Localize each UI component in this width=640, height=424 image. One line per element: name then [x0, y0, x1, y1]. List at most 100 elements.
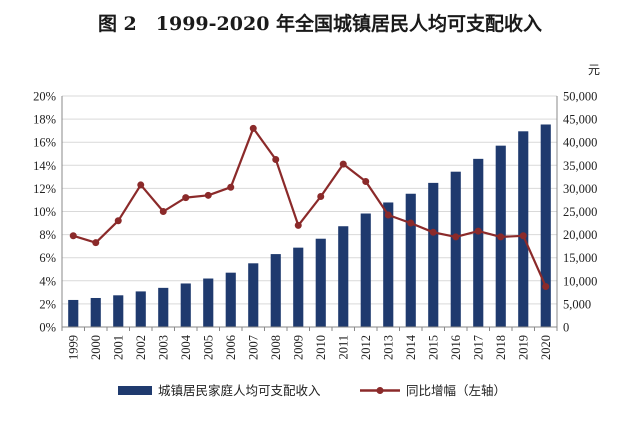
bar — [360, 213, 371, 327]
line-point — [159, 208, 167, 215]
right-tick-label: 20,000 — [563, 228, 597, 242]
legend-bar-label: 城镇居民家庭人均可支配收入 — [158, 383, 321, 398]
bar-series — [68, 124, 551, 327]
right-tick-label: 35,000 — [563, 159, 597, 173]
left-tick-label: 4% — [39, 274, 56, 288]
axes — [61, 96, 558, 331]
line-point — [362, 177, 370, 185]
chart-title: 图 2 1999-2020 年全国城镇居民人均可支配收入 — [98, 12, 542, 35]
right-tick-label: 45,000 — [563, 113, 597, 127]
line-point — [542, 283, 550, 291]
line-point — [114, 217, 122, 225]
bar — [293, 247, 304, 327]
right-axis-unit: 元 — [588, 63, 600, 77]
left-tick-label: 2% — [39, 297, 56, 311]
left-axis-ticks: 0% 2% 4% 6% 8% 10% 12% 14% 16% 18% 20% — [33, 90, 56, 335]
x-tick-label: 2013 — [382, 335, 396, 360]
x-tick-label: 2020 — [539, 335, 553, 360]
x-tick-label: 2008 — [269, 335, 283, 360]
bar — [383, 202, 394, 327]
bar — [315, 238, 326, 327]
x-tick-label: 2004 — [179, 334, 193, 360]
x-tick-label: 2017 — [472, 335, 486, 360]
left-tick-label: 12% — [33, 182, 56, 196]
right-tick-label: 0 — [563, 321, 569, 335]
growth-line — [72, 127, 547, 288]
right-axis-ticks: 0 5,000 10,000 15,000 20,000 25,000 30,000 35,0… — [563, 90, 597, 335]
x-tick-label: 2006 — [224, 335, 238, 360]
line-point — [497, 233, 505, 241]
bar — [135, 291, 146, 327]
line-point — [272, 156, 280, 164]
right-tick-label: 15,000 — [563, 251, 597, 265]
left-tick-label: 16% — [33, 136, 56, 150]
bar — [518, 131, 529, 327]
right-tick-label: 5,000 — [563, 297, 591, 311]
x-tick-label: 2001 — [112, 335, 126, 360]
x-tick-label: 2010 — [314, 335, 328, 360]
x-tick-label: 2005 — [202, 335, 216, 360]
line-point — [182, 194, 190, 202]
left-tick-label: 10% — [33, 205, 56, 219]
bar — [68, 299, 79, 327]
line-series — [69, 124, 550, 291]
left-tick-label: 20% — [33, 90, 56, 104]
bar — [158, 287, 169, 327]
left-tick-label: 14% — [33, 159, 56, 173]
x-tick-label: 2002 — [134, 335, 148, 360]
bar — [248, 263, 259, 327]
bar — [540, 124, 551, 327]
left-tick-label: 8% — [39, 228, 56, 242]
bar — [270, 254, 281, 327]
bar — [338, 226, 349, 327]
x-axis-ticks: 1999 2000 2001 2002 2003 2004 2005 2006 2007 2008… — [67, 334, 554, 360]
right-tick-label: 10,000 — [563, 274, 597, 288]
x-tick-label: 2003 — [157, 335, 171, 360]
line-point — [249, 124, 257, 132]
bar — [405, 193, 416, 327]
x-tick-label: 2018 — [494, 335, 508, 360]
line-point — [317, 192, 325, 200]
line-point — [137, 181, 145, 189]
bar — [180, 283, 191, 327]
line-point — [519, 232, 527, 240]
bar — [225, 272, 236, 327]
line-point — [227, 183, 235, 191]
x-tick-label: 2012 — [359, 335, 373, 360]
bar — [450, 171, 461, 327]
bar — [428, 182, 439, 327]
line-point — [384, 211, 392, 219]
line-point — [429, 228, 437, 236]
x-tick-label: 2016 — [449, 335, 463, 360]
bar — [473, 158, 484, 327]
x-tick-label: 2007 — [247, 335, 261, 360]
x-tick-label: 1999 — [67, 335, 81, 360]
line-point — [407, 219, 415, 227]
right-tick-label: 40,000 — [563, 136, 597, 150]
legend: 城镇居民家庭人均可支配收入 同比增幅（左轴） — [118, 383, 506, 398]
line-point — [204, 191, 212, 199]
line-point — [294, 221, 302, 229]
x-tick-label: 2009 — [292, 335, 306, 360]
legend-line-label: 同比增幅（左轴） — [406, 383, 506, 398]
bar — [113, 295, 124, 327]
left-tick-label: 6% — [39, 251, 56, 265]
x-tick-label: 2011 — [337, 335, 351, 360]
x-tick-label: 2000 — [89, 335, 103, 360]
x-tick-label: 2019 — [517, 335, 531, 360]
line-point — [452, 233, 460, 241]
line-point — [339, 160, 347, 168]
legend-bar-swatch — [118, 386, 152, 395]
bar — [90, 297, 101, 327]
left-tick-label: 0% — [39, 321, 56, 335]
right-tick-label: 50,000 — [563, 90, 597, 104]
legend-line-marker — [376, 387, 384, 394]
bar — [203, 278, 214, 327]
x-tick-label: 2014 — [404, 334, 418, 360]
right-tick-label: 25,000 — [563, 205, 597, 219]
line-point — [92, 239, 100, 247]
x-tick-label: 2015 — [427, 335, 441, 360]
left-tick-label: 18% — [33, 113, 56, 127]
right-tick-label: 30,000 — [563, 182, 597, 196]
